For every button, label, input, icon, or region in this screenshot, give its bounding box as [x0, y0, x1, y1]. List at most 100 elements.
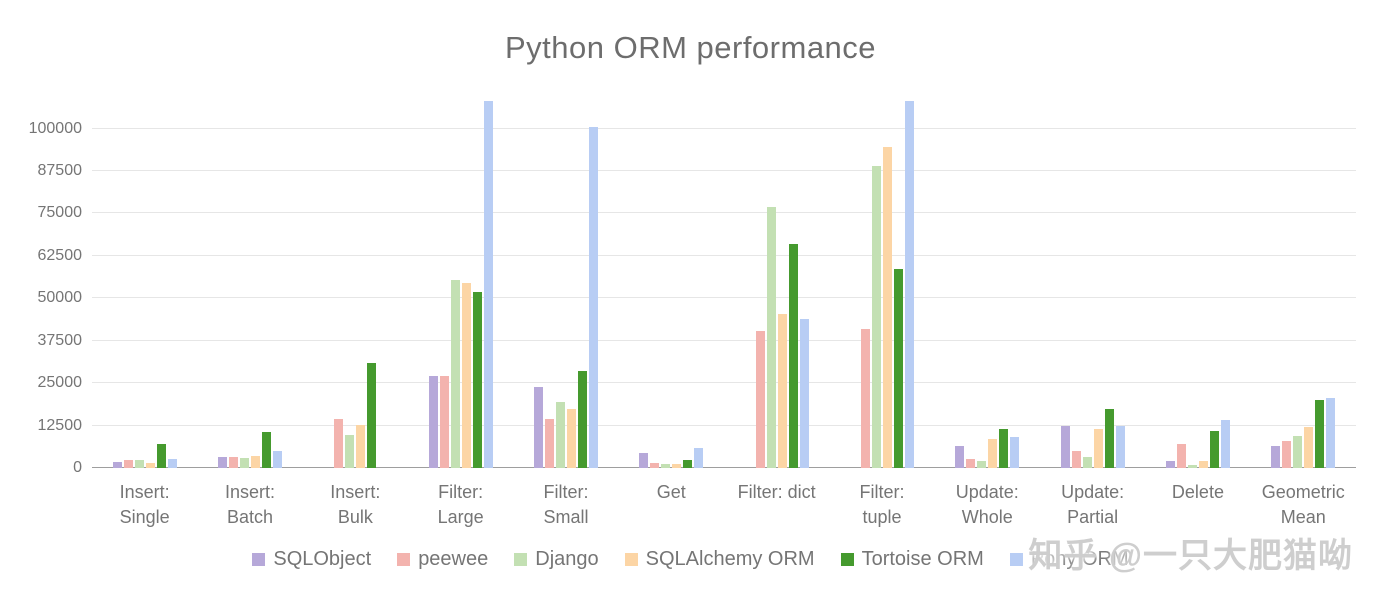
x-label-filter-tuple: Filter: tuple: [859, 482, 905, 527]
x-axis-baseline: [92, 467, 1356, 468]
bar-group-geometric-mean: [1251, 98, 1356, 468]
bar-sqlobject-geometric-mean: [1271, 445, 1281, 468]
bar-sqlobject-filter-small: [533, 386, 543, 468]
bar-tortoise-orm-update-whole: [999, 428, 1009, 468]
bar-peewee-delete: [1176, 444, 1186, 468]
bar-sqlalchemy-orm-insert-batch: [250, 456, 260, 468]
bar-peewee-get: [650, 462, 660, 468]
bar-peewee-filter-small: [544, 418, 554, 468]
y-tick-label: 100000: [28, 119, 82, 137]
bar-group-insert-single: [92, 98, 197, 468]
bar-tortoise-orm-insert-single: [156, 444, 166, 468]
bar-sqlobject-get: [639, 453, 649, 468]
x-axis-labels: Insert: Single Insert: Batch Insert: Bulk Filt…: [92, 480, 1356, 530]
x-label-insert-bulk: Insert: Bulk: [330, 482, 381, 527]
legend-swatch-icon: [397, 553, 411, 566]
legend-item-sqlobject: SQLObject: [252, 548, 371, 571]
x-label-get: Get: [656, 482, 686, 502]
gridline: [92, 212, 1356, 214]
bar-peewee-update-partial: [1071, 451, 1081, 468]
bar-django-insert-single: [134, 459, 144, 468]
bar-tortoise-orm-delete: [1209, 430, 1219, 468]
bar-sqlalchemy-orm-get: [672, 463, 682, 468]
gridline: [92, 382, 1356, 384]
bar-tortoise-orm-geometric-mean: [1315, 400, 1325, 468]
bar-pony-orm-filter-small: [588, 126, 598, 468]
bar-sqlalchemy-orm-update-whole: [988, 439, 998, 468]
bar-tortoise-orm-update-partial: [1104, 408, 1114, 468]
x-label-update-whole: Update: Whole: [955, 482, 1019, 527]
bar-group-get: [619, 98, 724, 468]
bar-sqlobject-update-partial: [1060, 425, 1070, 468]
bar-pony-orm-insert-single: [167, 458, 177, 468]
bar-sqlalchemy-orm-delete: [1198, 461, 1208, 468]
legend-swatch-icon: [252, 553, 266, 566]
y-tick-label: 0: [73, 459, 82, 476]
legend-label: peewee: [418, 548, 489, 570]
y-tick-label: 62500: [37, 246, 83, 264]
bar-group-insert-bulk: [303, 98, 408, 468]
bar-sqlalchemy-orm-update-partial: [1093, 428, 1103, 468]
legend-swatch-icon: [840, 553, 854, 566]
bar-django-filter-large: [450, 279, 460, 468]
bar-peewee-filter-large: [439, 376, 449, 468]
legend-item-peewee: peewee: [397, 548, 488, 571]
y-tick-label: 75000: [37, 204, 83, 222]
bar-tortoise-orm-filter-tuple: [893, 269, 903, 468]
bar-peewee-update-whole: [966, 458, 976, 468]
legend-label: SQLAlchemy ORM: [645, 548, 815, 570]
bar-peewee-insert-bulk: [334, 418, 344, 468]
bar-django-filter-tuple: [871, 165, 881, 468]
bar-django-insert-batch: [239, 458, 249, 468]
bar-sqlalchemy-orm-filter-tuple: [882, 147, 892, 468]
bar-sqlobject-delete: [1165, 461, 1175, 468]
bar-sqlalchemy-orm-insert-bulk: [356, 424, 366, 468]
bar-django-get: [661, 463, 671, 468]
bar-group-update-whole: [935, 98, 1040, 468]
legend-label: Pony ORM: [1030, 548, 1129, 570]
gridline: [92, 297, 1356, 299]
x-label-filter-large: Filter: Large: [437, 482, 484, 527]
x-label-insert-single: Insert: Single: [119, 482, 170, 527]
bar-group-delete: [1145, 98, 1250, 468]
bar-tortoise-orm-filter-large: [472, 291, 482, 468]
bar-group-filter-small: [513, 98, 618, 468]
bar-group-update-partial: [1040, 98, 1145, 468]
bar-peewee-geometric-mean: [1282, 440, 1292, 468]
legend-swatch-icon: [1009, 553, 1023, 566]
bar-pony-orm-filter-tuple: [904, 101, 914, 468]
y-tick-label: 50000: [37, 289, 83, 307]
legend: SQLObject peewee Django SQLAlchemy ORM Torto…: [0, 548, 1381, 571]
bar-sqlalchemy-orm-filter-small: [566, 408, 576, 468]
legend-label: Django: [535, 548, 599, 570]
x-label-delete: Delete: [1171, 482, 1224, 502]
legend-swatch-icon: [624, 553, 638, 566]
bar-sqlobject-update-whole: [955, 445, 965, 468]
x-label-update-partial: Update: Partial: [1061, 482, 1125, 527]
bar-group-filter-dict: [724, 98, 829, 468]
legend-label: SQLObject: [273, 548, 372, 570]
bar-groups: [92, 98, 1356, 468]
gridline: [92, 169, 1356, 171]
bar-tortoise-orm-insert-bulk: [367, 362, 377, 468]
chart-title: Python ORM performance: [504, 30, 877, 65]
bar-django-filter-dict: [766, 206, 776, 468]
bar-sqlobject-insert-batch: [217, 457, 227, 468]
bar-tortoise-orm-filter-dict: [788, 243, 798, 468]
bar-sqlalchemy-orm-insert-single: [145, 462, 155, 468]
bar-pony-orm-geometric-mean: [1326, 398, 1336, 468]
bar-django-update-partial: [1082, 457, 1092, 468]
legend-item-django: Django: [514, 548, 599, 571]
gridline: [92, 339, 1356, 341]
y-tick-label: 87500: [37, 161, 83, 179]
bar-peewee-filter-tuple: [860, 328, 870, 468]
bar-peewee-insert-batch: [228, 457, 238, 468]
x-label-geometric-mean: Geometric Mean: [1261, 482, 1345, 527]
bar-sqlalchemy-orm-geometric-mean: [1304, 427, 1314, 468]
y-tick-label: 25000: [37, 374, 83, 392]
plot-area: 0 12500 25000 37500 50000 62500 75000 87500 1000…: [29, 98, 1356, 476]
x-label-filter-small: Filter: Small: [543, 482, 589, 527]
bar-sqlobject-insert-single: [112, 461, 122, 468]
bar-django-update-whole: [977, 460, 987, 468]
bar-pony-orm-delete: [1220, 420, 1230, 468]
